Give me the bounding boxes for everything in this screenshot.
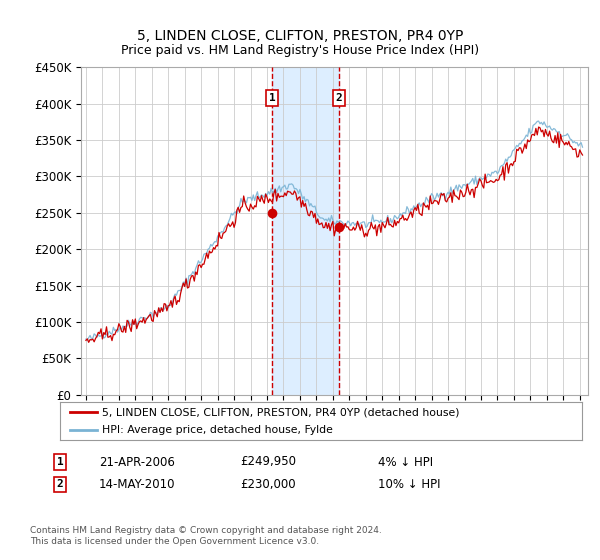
- Text: 10% ↓ HPI: 10% ↓ HPI: [378, 478, 440, 491]
- Text: 5, LINDEN CLOSE, CLIFTON, PRESTON, PR4 0YP: 5, LINDEN CLOSE, CLIFTON, PRESTON, PR4 0…: [137, 29, 463, 44]
- Text: 1: 1: [269, 93, 275, 103]
- Text: 14-MAY-2010: 14-MAY-2010: [99, 478, 176, 491]
- Text: 21-APR-2006: 21-APR-2006: [99, 455, 175, 469]
- Text: 5, LINDEN CLOSE, CLIFTON, PRESTON, PR4 0YP (detached house): 5, LINDEN CLOSE, CLIFTON, PRESTON, PR4 0…: [102, 407, 459, 417]
- Polygon shape: [272, 67, 339, 395]
- Text: £249,950: £249,950: [240, 455, 296, 469]
- Text: 1: 1: [56, 457, 64, 467]
- Text: Price paid vs. HM Land Registry's House Price Index (HPI): Price paid vs. HM Land Registry's House …: [121, 44, 479, 57]
- Text: Contains HM Land Registry data © Crown copyright and database right 2024.
This d: Contains HM Land Registry data © Crown c…: [30, 526, 382, 546]
- Text: HPI: Average price, detached house, Fylde: HPI: Average price, detached house, Fyld…: [102, 425, 332, 435]
- Text: £230,000: £230,000: [240, 478, 296, 491]
- Text: 2: 2: [56, 479, 64, 489]
- Text: 2: 2: [335, 93, 343, 103]
- Text: 4% ↓ HPI: 4% ↓ HPI: [378, 455, 433, 469]
